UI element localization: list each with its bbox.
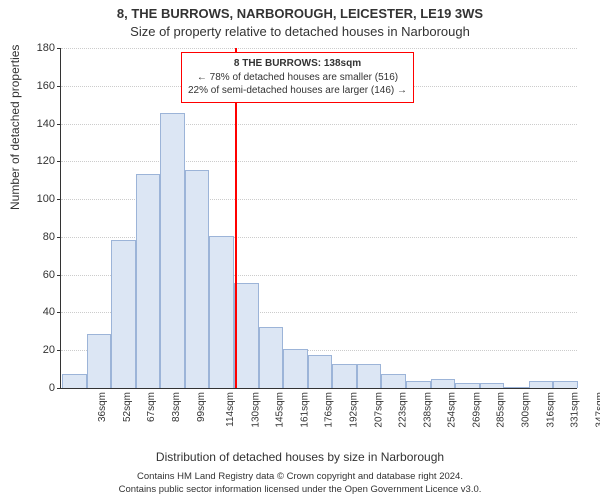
histogram-bar	[62, 374, 87, 388]
y-tick-label: 180	[37, 42, 61, 54]
y-axis-label: Number of detached properties	[8, 45, 22, 210]
y-tick-label: 0	[49, 382, 61, 394]
histogram-bar	[87, 334, 112, 388]
x-tick-label: 285sqm	[496, 392, 507, 428]
y-tick-label: 140	[37, 118, 61, 130]
marker-callout: 8 THE BURROWS: 138sqm ← 78% of detached …	[181, 52, 414, 103]
gridline	[61, 161, 577, 162]
x-tick-label: 176sqm	[324, 392, 335, 428]
histogram-bar	[529, 381, 554, 388]
x-tick-label: 161sqm	[299, 392, 310, 428]
chart-subtitle: Size of property relative to detached ho…	[0, 24, 600, 39]
gridline	[61, 124, 577, 125]
x-tick-label: 316sqm	[545, 392, 556, 428]
callout-line-smaller: ← 78% of detached houses are smaller (51…	[188, 71, 407, 85]
y-tick-label: 160	[37, 80, 61, 92]
histogram-bar	[185, 170, 210, 388]
histogram-bar	[332, 364, 357, 388]
histogram-bar	[480, 383, 505, 388]
callout-line-larger: 22% of semi-detached houses are larger (…	[188, 84, 407, 98]
y-tick-label: 40	[43, 306, 61, 318]
histogram-bar	[504, 387, 529, 388]
histogram-bar	[111, 240, 136, 388]
x-tick-label: 99sqm	[196, 392, 207, 422]
callout-title: 8 THE BURROWS: 138sqm	[188, 57, 407, 71]
x-tick-label: 269sqm	[471, 392, 482, 428]
y-tick-label: 100	[37, 193, 61, 205]
histogram-bar	[283, 349, 308, 388]
x-tick-label: 67sqm	[146, 392, 157, 422]
x-tick-label: 114sqm	[225, 392, 236, 427]
y-tick-label: 60	[43, 269, 61, 281]
x-tick-label: 130sqm	[250, 392, 261, 428]
gridline	[61, 48, 577, 49]
chart-title-address: 8, THE BURROWS, NARBOROUGH, LEICESTER, L…	[0, 6, 600, 21]
x-tick-label: 347sqm	[594, 392, 600, 428]
x-axis-label: Distribution of detached houses by size …	[0, 450, 600, 464]
x-tick-label: 331sqm	[570, 392, 581, 428]
footer-line2: Contains public sector information licen…	[0, 484, 600, 496]
x-tick-label: 52sqm	[122, 392, 133, 422]
footer-line1: Contains HM Land Registry data © Crown c…	[0, 471, 600, 483]
x-tick-label: 207sqm	[373, 392, 384, 428]
chart-plot-area: 02040608010012014016018036sqm52sqm67sqm8…	[60, 48, 577, 389]
histogram-bar	[160, 113, 185, 388]
histogram-bar	[431, 379, 456, 388]
histogram-bar	[553, 381, 578, 388]
x-tick-label: 238sqm	[422, 392, 433, 428]
x-tick-label: 83sqm	[171, 392, 182, 422]
histogram-bar	[259, 327, 284, 388]
x-tick-label: 223sqm	[398, 392, 409, 428]
y-tick-label: 120	[37, 155, 61, 167]
x-tick-label: 36sqm	[97, 392, 108, 422]
x-tick-label: 300sqm	[521, 392, 532, 428]
y-tick-label: 80	[43, 231, 61, 243]
x-tick-label: 145sqm	[275, 392, 286, 428]
histogram-bar	[455, 383, 480, 388]
histogram-bar	[357, 364, 382, 388]
histogram-bar	[234, 283, 259, 388]
histogram-bar	[308, 355, 333, 388]
x-tick-label: 254sqm	[447, 392, 458, 428]
y-tick-label: 20	[43, 344, 61, 356]
histogram-bar	[136, 174, 161, 388]
histogram-bar	[209, 236, 234, 388]
footer-attribution: Contains HM Land Registry data © Crown c…	[0, 471, 600, 496]
histogram-bar	[381, 374, 406, 388]
x-tick-label: 192sqm	[349, 392, 360, 428]
histogram-bar	[406, 381, 431, 388]
